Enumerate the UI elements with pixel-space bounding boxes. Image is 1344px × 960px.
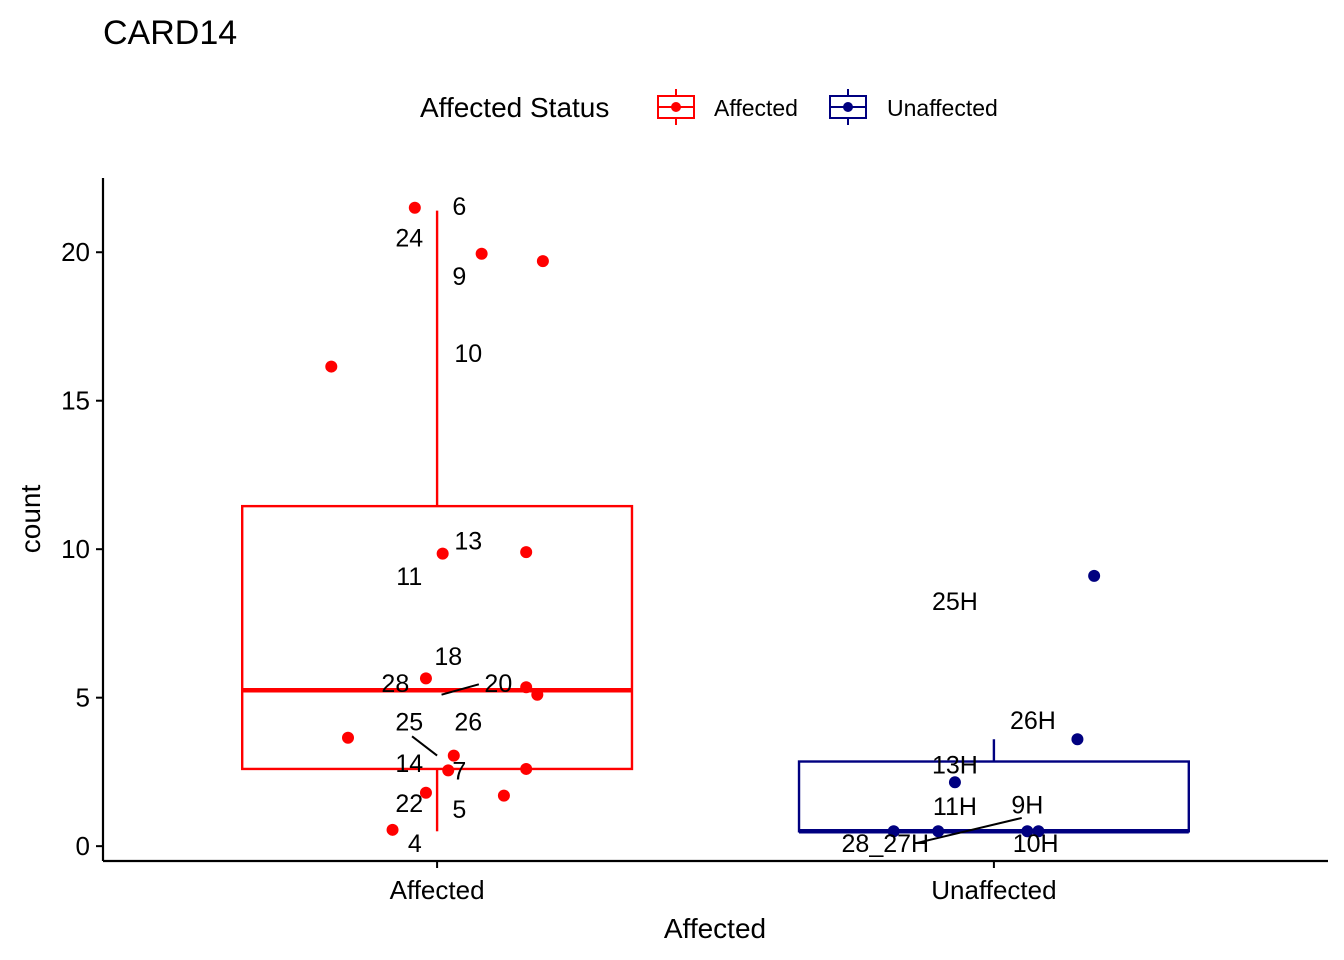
point-10	[325, 360, 338, 373]
point-7	[520, 762, 533, 775]
leader-line-28-27h	[915, 816, 1022, 845]
y-tick-label-20: 20	[61, 237, 90, 267]
leader-line-20	[441, 683, 480, 696]
point-label-26: 26	[454, 708, 482, 736]
point-20	[531, 688, 544, 701]
point-18	[419, 672, 432, 685]
point-10h	[1032, 825, 1045, 838]
point-22	[419, 786, 432, 799]
point-label-11h: 11H	[933, 793, 977, 821]
point-28-27h	[887, 825, 900, 838]
legend-key-unaffected	[829, 89, 867, 125]
point-25	[342, 731, 354, 744]
point-label-10h: 10H	[1013, 830, 1059, 858]
point-label-6: 6	[452, 193, 466, 221]
point-label-4: 4	[408, 830, 422, 858]
point-25h	[1088, 569, 1101, 582]
point-5	[497, 789, 510, 802]
point-9	[536, 255, 549, 268]
point-28	[520, 681, 533, 694]
point-label-5: 5	[452, 796, 466, 824]
x-tick-label-unaffected: Unaffected	[931, 875, 1056, 905]
point-6	[408, 201, 421, 214]
point-label-28-27h: 28_27H	[842, 830, 930, 858]
point-label-9: 9	[452, 263, 466, 291]
point-label-13: 13	[454, 527, 482, 555]
point-label-18: 18	[434, 643, 462, 671]
point-11	[520, 546, 533, 559]
x-tick-label-affected: Affected	[390, 875, 485, 905]
point-13h	[948, 776, 961, 789]
leader-line-25	[411, 735, 438, 757]
point-26	[447, 749, 460, 762]
chart-title: CARD14	[103, 14, 237, 52]
point-label-14: 14	[395, 750, 423, 778]
point-14	[442, 764, 455, 777]
y-tick-label-10: 10	[61, 534, 90, 564]
point-26h	[1071, 733, 1084, 746]
point-label-20: 20	[484, 670, 512, 698]
plot-area: 0 5 10 15 20 Affected Unaffected 6 24 9 10 13 11 18 28…	[61, 178, 1328, 905]
y-tick-label-15: 15	[61, 386, 90, 416]
box-affected	[241, 504, 634, 771]
point-label-10: 10	[454, 340, 482, 368]
point-9h	[1021, 825, 1034, 838]
point-24	[475, 247, 488, 260]
legend-label-affected: Affected	[714, 95, 798, 121]
legend-key-affected	[657, 89, 695, 125]
point-label-25: 25	[395, 708, 423, 736]
point-label-22: 22	[395, 790, 423, 818]
point-13	[436, 547, 449, 560]
point-label-28: 28	[381, 670, 409, 698]
point-4	[386, 823, 399, 836]
point-11h	[932, 825, 945, 838]
point-label-7: 7	[452, 757, 466, 785]
y-tick-label-5: 5	[76, 683, 90, 713]
point-label-24: 24	[395, 224, 423, 252]
point-label-9h: 9H	[1011, 792, 1043, 820]
x-axis-title: Affected	[664, 913, 766, 944]
point-label-25h: 25H	[932, 588, 978, 616]
point-label-26h: 26H	[1010, 707, 1056, 735]
point-label-11: 11	[396, 563, 422, 591]
legend-label-unaffected: Unaffected	[887, 95, 998, 121]
y-tick-label-0: 0	[76, 831, 90, 861]
legend-title: Affected Status	[420, 92, 609, 123]
legend: Affected Status Affected Unaffected	[420, 89, 998, 125]
y-axis-title: count	[15, 485, 46, 554]
point-label-13h: 13H	[932, 751, 978, 779]
